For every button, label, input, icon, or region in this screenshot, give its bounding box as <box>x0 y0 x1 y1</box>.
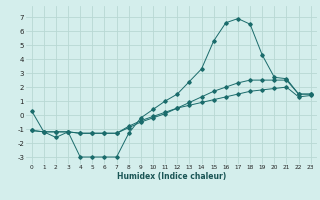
X-axis label: Humidex (Indice chaleur): Humidex (Indice chaleur) <box>116 172 226 181</box>
